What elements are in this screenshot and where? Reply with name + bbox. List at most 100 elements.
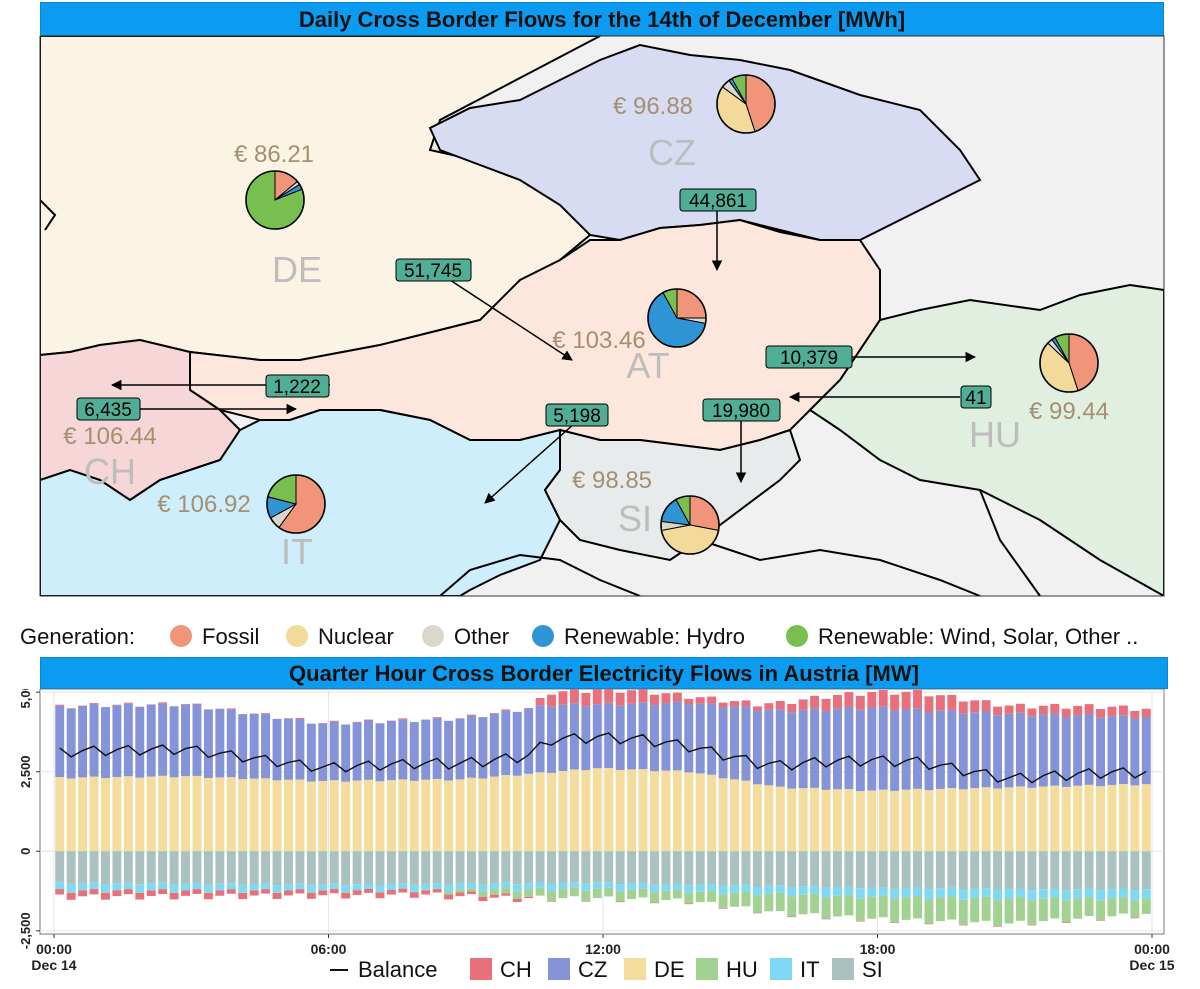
- bar-de: [1119, 784, 1128, 851]
- bar-ch-neg: [364, 889, 373, 893]
- bar-ch: [330, 721, 339, 722]
- bar-ch: [947, 695, 956, 710]
- bar-it-neg: [101, 884, 110, 892]
- bar-si-neg: [673, 851, 682, 883]
- bar-hu-neg: [833, 896, 842, 917]
- bar-de: [101, 778, 110, 851]
- bar-de: [124, 776, 133, 851]
- bar-it-neg: [559, 883, 568, 889]
- bar-it-neg: [947, 888, 956, 897]
- bar-hu-neg: [581, 891, 590, 901]
- bar-it-neg: [1142, 889, 1151, 898]
- bar-si-neg: [627, 851, 636, 883]
- legend-swatch-it: [770, 958, 792, 980]
- bar-it-neg: [398, 883, 407, 888]
- bar-it-neg: [1062, 890, 1071, 900]
- bar-it-neg: [318, 884, 327, 890]
- bar-hu-neg: [1005, 898, 1014, 923]
- bar-it-neg: [181, 884, 190, 891]
- legend-label-other: Other: [454, 624, 509, 649]
- bar-ch: [696, 697, 705, 703]
- bar-ch-neg: [158, 889, 167, 894]
- bar-cz: [330, 722, 339, 780]
- bar-it-neg: [273, 885, 282, 892]
- bar-cz: [707, 703, 716, 774]
- bar-ch: [1062, 709, 1071, 717]
- bar-hu-neg: [936, 898, 945, 922]
- y-tick-label: 5,000: [18, 689, 33, 708]
- bar-cz: [1050, 714, 1059, 786]
- bar-ch-neg: [410, 892, 419, 897]
- bar-ch: [890, 695, 899, 711]
- bar-cz: [364, 721, 373, 780]
- bar-de: [90, 777, 99, 852]
- bar-cz: [730, 707, 739, 780]
- bar-si-neg: [810, 851, 819, 886]
- bar-de: [135, 778, 144, 852]
- bar-ch: [1005, 706, 1014, 714]
- bar-de: [364, 780, 373, 851]
- bar-de: [227, 777, 236, 851]
- bar-cz: [295, 719, 304, 780]
- bar-de: [570, 769, 579, 851]
- bar-ch: [970, 700, 979, 712]
- bar-cz: [398, 719, 407, 779]
- bar-ch-neg: [227, 889, 236, 894]
- bar-ch-neg: [684, 904, 693, 905]
- bar-ch: [1027, 709, 1036, 717]
- bar-de: [376, 781, 385, 851]
- bar-ch: [776, 701, 785, 709]
- bar-si-neg: [112, 851, 121, 883]
- bar-hu-neg: [559, 889, 568, 898]
- bar-si-neg: [410, 851, 419, 885]
- bar-it-neg: [890, 889, 899, 899]
- bar-si-neg: [1016, 851, 1025, 888]
- flow-label-ch-at-text: 6,435: [84, 400, 132, 421]
- bar-ch-neg: [1027, 925, 1036, 926]
- bar-cz: [490, 713, 499, 776]
- bar-hu-neg: [376, 892, 385, 893]
- bar-ch: [581, 693, 590, 706]
- bar-de: [947, 788, 956, 851]
- bar-cz: [742, 706, 751, 780]
- bar-ch-neg: [456, 892, 465, 896]
- bar-cz: [353, 722, 362, 780]
- bar-hu-neg: [444, 892, 453, 895]
- bar-ch: [227, 708, 236, 709]
- bar-hu-neg: [67, 892, 76, 893]
- bar-si-neg: [604, 851, 613, 882]
- bar-cz: [261, 714, 270, 778]
- bar-ch-neg: [421, 890, 430, 894]
- bar-de: [387, 780, 396, 851]
- bar-cz: [478, 717, 487, 778]
- bar-it-neg: [673, 884, 682, 890]
- bar-de: [307, 781, 316, 851]
- bar-cz: [501, 710, 510, 775]
- bar-ch: [1142, 709, 1151, 717]
- bar-hu-neg: [410, 892, 419, 893]
- bar-it-neg: [490, 883, 499, 889]
- bar-hu-neg: [844, 895, 853, 916]
- bar-cz: [684, 705, 693, 773]
- bar-hu-neg: [307, 892, 316, 893]
- bar-hu-neg: [170, 892, 179, 893]
- legend-label-hu: HU: [726, 957, 758, 982]
- bar-de: [982, 787, 991, 851]
- bar-it-neg: [639, 883, 648, 889]
- bar-de: [879, 790, 888, 852]
- legend-label-it: IT: [800, 957, 820, 982]
- bar-it-neg: [604, 882, 613, 888]
- bar-cz: [810, 708, 819, 788]
- bar-ch-neg: [147, 890, 156, 896]
- bar-hu-neg: [1108, 898, 1117, 916]
- bar-de: [330, 780, 339, 851]
- legend-label-ch: CH: [500, 957, 532, 982]
- bar-si-neg: [204, 851, 213, 884]
- bar-ch: [1039, 706, 1048, 715]
- bar-it-neg: [833, 887, 842, 896]
- bar-hu-neg: [753, 895, 762, 912]
- bar-it-neg: [719, 886, 728, 894]
- bar-cz: [158, 703, 167, 776]
- bar-cz: [787, 712, 796, 789]
- bar-de: [547, 773, 556, 851]
